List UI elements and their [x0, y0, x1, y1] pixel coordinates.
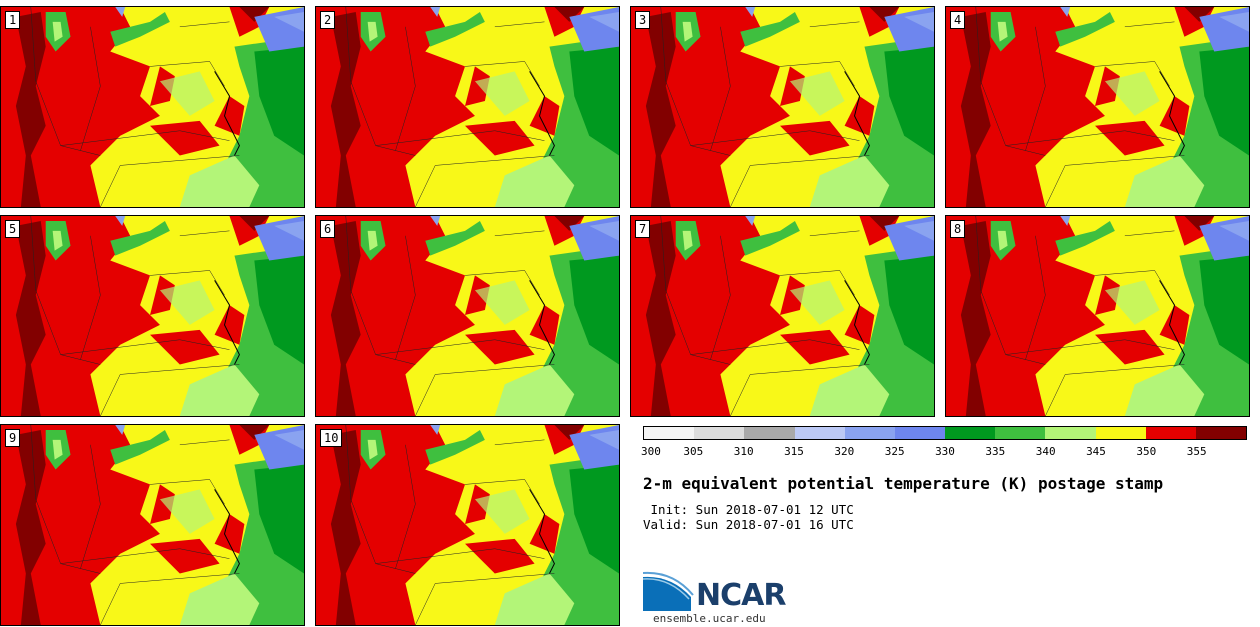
colorbar-segment — [794, 427, 845, 439]
panel-number-label: 7 — [635, 220, 651, 238]
colorbar-segment — [945, 427, 996, 439]
colorbar-tick-label: 340 — [1035, 445, 1056, 458]
colorbar-tick-label: 345 — [1086, 445, 1106, 458]
colorbar-tick-label: 330 — [935, 445, 955, 458]
colorbar-segment — [894, 427, 946, 439]
colorbar-labels: 300 305 310 315 320 325 330 335 340 345 350 355 — [641, 445, 1247, 459]
colorbar-segment — [744, 427, 795, 439]
ncar-logo-text: NCAR — [696, 578, 786, 613]
plot-title: 2-m equivalent potential temperature (K)… — [643, 474, 1164, 493]
website-url[interactable]: ensemble.ucar.edu — [653, 612, 766, 625]
map-panel-7: 7 — [630, 215, 935, 417]
colorbar-segment — [1145, 427, 1196, 439]
colorbar-segment — [1095, 427, 1146, 439]
colorbar-tick-label: 300 — [641, 445, 661, 458]
colorbar-segment — [1195, 427, 1247, 439]
init-time: Init: Sun 2018-07-01 12 UTC — [643, 502, 854, 517]
panel-number-label: 8 — [950, 220, 966, 238]
map-panel-4: 4 — [945, 6, 1250, 208]
panel-number-label: 10 — [320, 429, 343, 447]
map-panel-5: 5 — [0, 215, 305, 417]
map-panel-1: 1 — [0, 6, 305, 208]
map-panel-9: 9 — [0, 424, 305, 626]
panel-number-label: 2 — [320, 11, 336, 29]
ncar-logo-icon — [643, 571, 694, 611]
map-panel-8: 8 — [945, 215, 1250, 417]
panel-number-label: 9 — [5, 429, 21, 447]
map-panel-3: 3 — [630, 6, 935, 208]
map-panel-10: 10 — [315, 424, 620, 626]
valid-time: Valid: Sun 2018-07-01 16 UTC — [643, 517, 854, 532]
panel-number-label: 1 — [5, 11, 21, 29]
colorbar-tick-label: 350 — [1136, 445, 1157, 458]
colorbar — [643, 426, 1247, 440]
colorbar-segment — [844, 427, 895, 439]
colorbar-segment — [644, 427, 695, 439]
colorbar-tick-label: 310 — [733, 445, 754, 458]
map-panel-6: 6 — [315, 215, 620, 417]
colorbar-segment — [1045, 427, 1096, 439]
colorbar-tick-label: 320 — [834, 445, 855, 458]
colorbar-tick-label: 335 — [985, 445, 1006, 458]
panel-number-label: 4 — [950, 11, 966, 29]
panel-number-label: 6 — [320, 220, 336, 238]
colorbar-segment — [694, 427, 745, 439]
colorbar-tick-label: 305 — [683, 445, 704, 458]
colorbar-tick-label: 315 — [784, 445, 804, 458]
panel-number-label: 5 — [5, 220, 21, 238]
colorbar-segment — [995, 427, 1046, 439]
colorbar-tick-label: 355 — [1186, 445, 1207, 458]
panel-number-label: 3 — [635, 11, 651, 29]
colorbar-tick-label: 325 — [884, 445, 905, 458]
map-panel-2: 2 — [315, 6, 620, 208]
